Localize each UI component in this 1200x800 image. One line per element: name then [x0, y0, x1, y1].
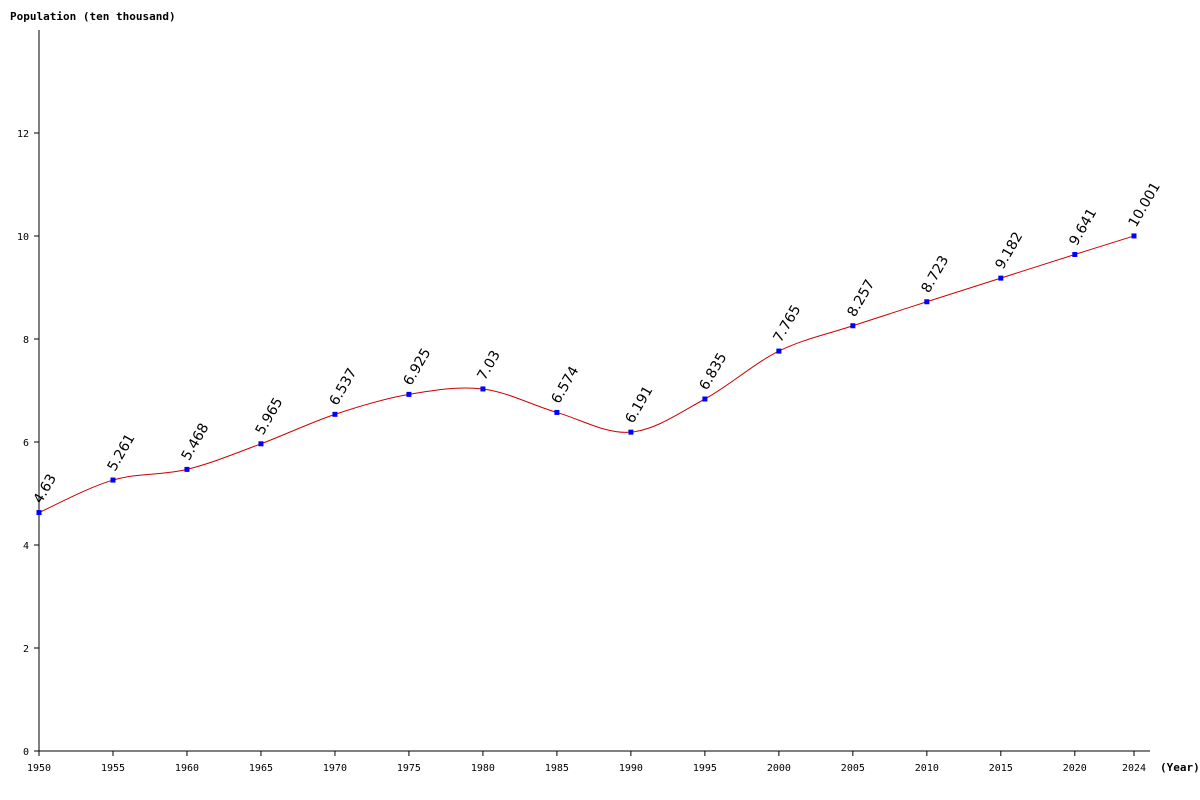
y-axis-title: Population (ten thousand)	[10, 10, 176, 23]
data-label: 7.03	[475, 348, 504, 383]
data-point	[1131, 233, 1137, 239]
y-tick-label: 6	[23, 438, 29, 449]
data-label: 7.765	[770, 302, 804, 345]
data-point	[924, 299, 930, 305]
data-label: 10.001	[1126, 180, 1164, 230]
data-label: 6.574	[549, 364, 583, 407]
x-ticks: 1950 1955 1960 1965 1970 1975 1980 1985 1990 1995…	[27, 751, 1146, 774]
x-axis-title: (Year)	[1160, 761, 1200, 774]
y-tick-label: 2	[23, 644, 29, 655]
y-tick-label: 12	[17, 129, 29, 140]
data-label: 9.182	[992, 229, 1026, 272]
y-tick-label: 10	[17, 232, 29, 243]
y-ticks: 0 2 4 6 8 10 12	[17, 129, 39, 758]
x-tick-label: 1955	[101, 763, 125, 774]
data-point	[776, 348, 782, 354]
x-tick-label: 2010	[915, 763, 939, 774]
series-line	[38, 235, 1135, 514]
data-point	[480, 386, 486, 392]
data-point	[850, 323, 856, 329]
data-point	[998, 275, 1004, 281]
data-label: 6.925	[401, 346, 435, 389]
data-point	[110, 477, 116, 483]
data-label: 5.965	[253, 395, 287, 438]
data-point	[332, 411, 338, 417]
data-label: 8.723	[918, 253, 952, 296]
x-tick-label: 1995	[693, 763, 717, 774]
data-point	[628, 429, 634, 435]
y-tick-label: 4	[23, 541, 29, 552]
x-tick-label: 1980	[471, 763, 495, 774]
data-point	[258, 441, 264, 447]
x-tick-label: 2024	[1122, 763, 1146, 774]
x-tick-label: 1985	[545, 763, 569, 774]
data-label: 8.257	[844, 277, 878, 320]
data-point	[702, 396, 708, 402]
x-tick-label: 1990	[619, 763, 643, 774]
data-label: 5.468	[179, 421, 213, 464]
y-tick-label: 8	[23, 335, 29, 346]
data-point	[1072, 251, 1078, 257]
data-label: 5.261	[105, 431, 139, 474]
x-tick-label: 2000	[767, 763, 791, 774]
data-markers	[36, 233, 1137, 516]
data-label: 9.641	[1066, 206, 1100, 249]
data-labels: 4.63 5.261 5.468 5.965 6.537 6.925 7.03 6.574 6.…	[31, 180, 1164, 507]
x-tick-label: 1970	[323, 763, 347, 774]
x-tick-label: 2015	[989, 763, 1013, 774]
x-tick-label: 1965	[249, 763, 273, 774]
data-label: 6.537	[327, 366, 361, 409]
x-tick-label: 1950	[27, 763, 51, 774]
x-tick-label: 1960	[175, 763, 199, 774]
x-tick-label: 2005	[841, 763, 865, 774]
x-tick-label: 2020	[1063, 763, 1087, 774]
x-tick-label: 1975	[397, 763, 421, 774]
data-point	[36, 510, 42, 516]
data-point	[184, 466, 190, 472]
data-label: 6.191	[622, 383, 656, 426]
data-point	[406, 391, 412, 397]
data-point	[554, 409, 560, 415]
y-tick-label: 0	[23, 747, 29, 758]
data-label: 4.63	[31, 472, 60, 507]
